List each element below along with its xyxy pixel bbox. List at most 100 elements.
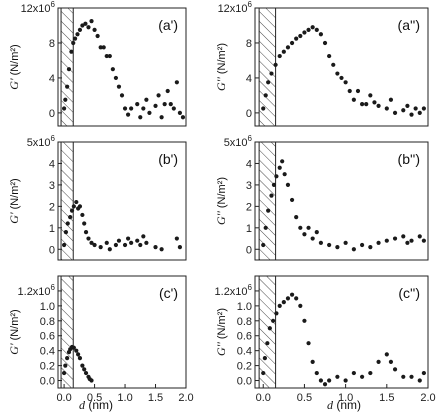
plot-frame — [254, 7, 429, 127]
data-point — [72, 36, 78, 41]
data-point — [285, 296, 291, 301]
data-point — [269, 193, 274, 198]
data-point — [263, 225, 268, 230]
data-point — [177, 245, 183, 250]
y-tick-label: 1.2x106 — [18, 283, 56, 298]
data-point — [98, 245, 103, 250]
data-point — [171, 106, 176, 111]
data-point — [285, 45, 291, 50]
data-point — [138, 242, 143, 248]
y-tick-label: 8 — [49, 38, 55, 50]
data-point — [306, 225, 311, 230]
data-point — [159, 247, 164, 252]
data-point — [269, 71, 274, 76]
data-point — [113, 75, 119, 81]
data-point — [122, 106, 128, 111]
data-point — [63, 230, 69, 235]
data-point — [281, 300, 286, 305]
data-point — [298, 33, 303, 39]
data-point — [343, 240, 348, 245]
data-point — [277, 165, 282, 170]
data-point — [310, 359, 315, 364]
panel-label: (c'') — [398, 285, 420, 301]
panel-label: (b') — [158, 151, 178, 167]
data-point — [141, 234, 146, 239]
data-point — [95, 33, 100, 39]
y-tick-label: 0.8 — [40, 316, 55, 328]
data-point — [302, 232, 307, 237]
data-point — [302, 318, 307, 323]
data-point — [368, 370, 373, 376]
data-point — [372, 100, 377, 105]
data-point — [80, 212, 85, 218]
data-point — [174, 236, 179, 241]
hatched-region — [60, 275, 74, 389]
panel-a2: 0 4 8 12x106 G'' (N/m²) (a'') — [214, 0, 429, 127]
data-point — [147, 110, 152, 115]
y-tick-label: 0.8 — [237, 316, 252, 328]
data-point — [65, 221, 70, 226]
data-point — [376, 240, 381, 245]
data-point — [89, 19, 94, 24]
data-point — [298, 225, 303, 230]
data-point — [125, 112, 131, 117]
y-tick-label: 4 — [49, 73, 55, 85]
panel-label: (b'') — [398, 151, 420, 167]
data-point — [92, 27, 97, 32]
hatched-region — [60, 141, 74, 261]
data-point — [77, 27, 83, 32]
x-tick-label: 0.0 — [256, 392, 271, 404]
data-point — [66, 67, 72, 72]
x-tick-label: 0.5 — [87, 392, 102, 404]
data-point — [298, 303, 303, 308]
data-point — [74, 348, 79, 353]
y-tick-label: 3 — [246, 180, 252, 192]
data-point — [327, 378, 332, 383]
plot-frame — [57, 141, 187, 261]
y-tick-label: 0.6 — [237, 331, 252, 343]
data-point — [335, 245, 340, 250]
data-point — [289, 40, 295, 46]
data-point — [421, 370, 426, 376]
panel-c1: 0.0 0.2 0.4 0.6 0.8 1.0 1.2x106 0.0 0.5 1.0 1.5 2.0… — [7, 275, 194, 404]
data-point — [138, 115, 143, 120]
data-point — [266, 80, 271, 85]
y-tick-label: 12x106 — [218, 0, 253, 15]
plot-frame — [254, 275, 429, 389]
data-point — [274, 311, 279, 316]
panel-label: (c') — [159, 285, 178, 301]
y-tick-label: 4 — [49, 158, 55, 170]
y-tick-label: 1 — [49, 223, 55, 235]
data-point — [322, 382, 328, 387]
data-point — [306, 27, 311, 32]
data-point — [405, 240, 410, 245]
data-point — [405, 103, 410, 108]
y-tick-label: 0.6 — [40, 331, 55, 343]
y-tick-label: 0.2 — [237, 361, 252, 373]
data-point — [351, 97, 356, 102]
data-point — [401, 374, 406, 379]
data-point — [180, 115, 186, 120]
data-point — [89, 240, 94, 245]
data-point — [401, 234, 406, 239]
hatched-region — [258, 275, 277, 389]
y-axis-label: G'' (N/m²) — [214, 308, 228, 356]
data-point — [69, 49, 74, 54]
data-point — [77, 204, 83, 209]
data-point — [107, 247, 112, 252]
data-point — [125, 236, 131, 241]
data-point — [119, 93, 125, 98]
data-point — [401, 108, 406, 113]
data-point — [82, 221, 87, 226]
plot-frame — [57, 275, 187, 389]
data-point — [282, 172, 287, 177]
data-point — [156, 93, 161, 98]
data-point — [355, 88, 361, 94]
data-point — [74, 199, 79, 205]
data-point — [80, 363, 85, 368]
data-point — [409, 238, 414, 243]
y-tick-label: 1 — [246, 223, 252, 235]
data-point — [261, 106, 266, 111]
data-point — [318, 240, 324, 245]
